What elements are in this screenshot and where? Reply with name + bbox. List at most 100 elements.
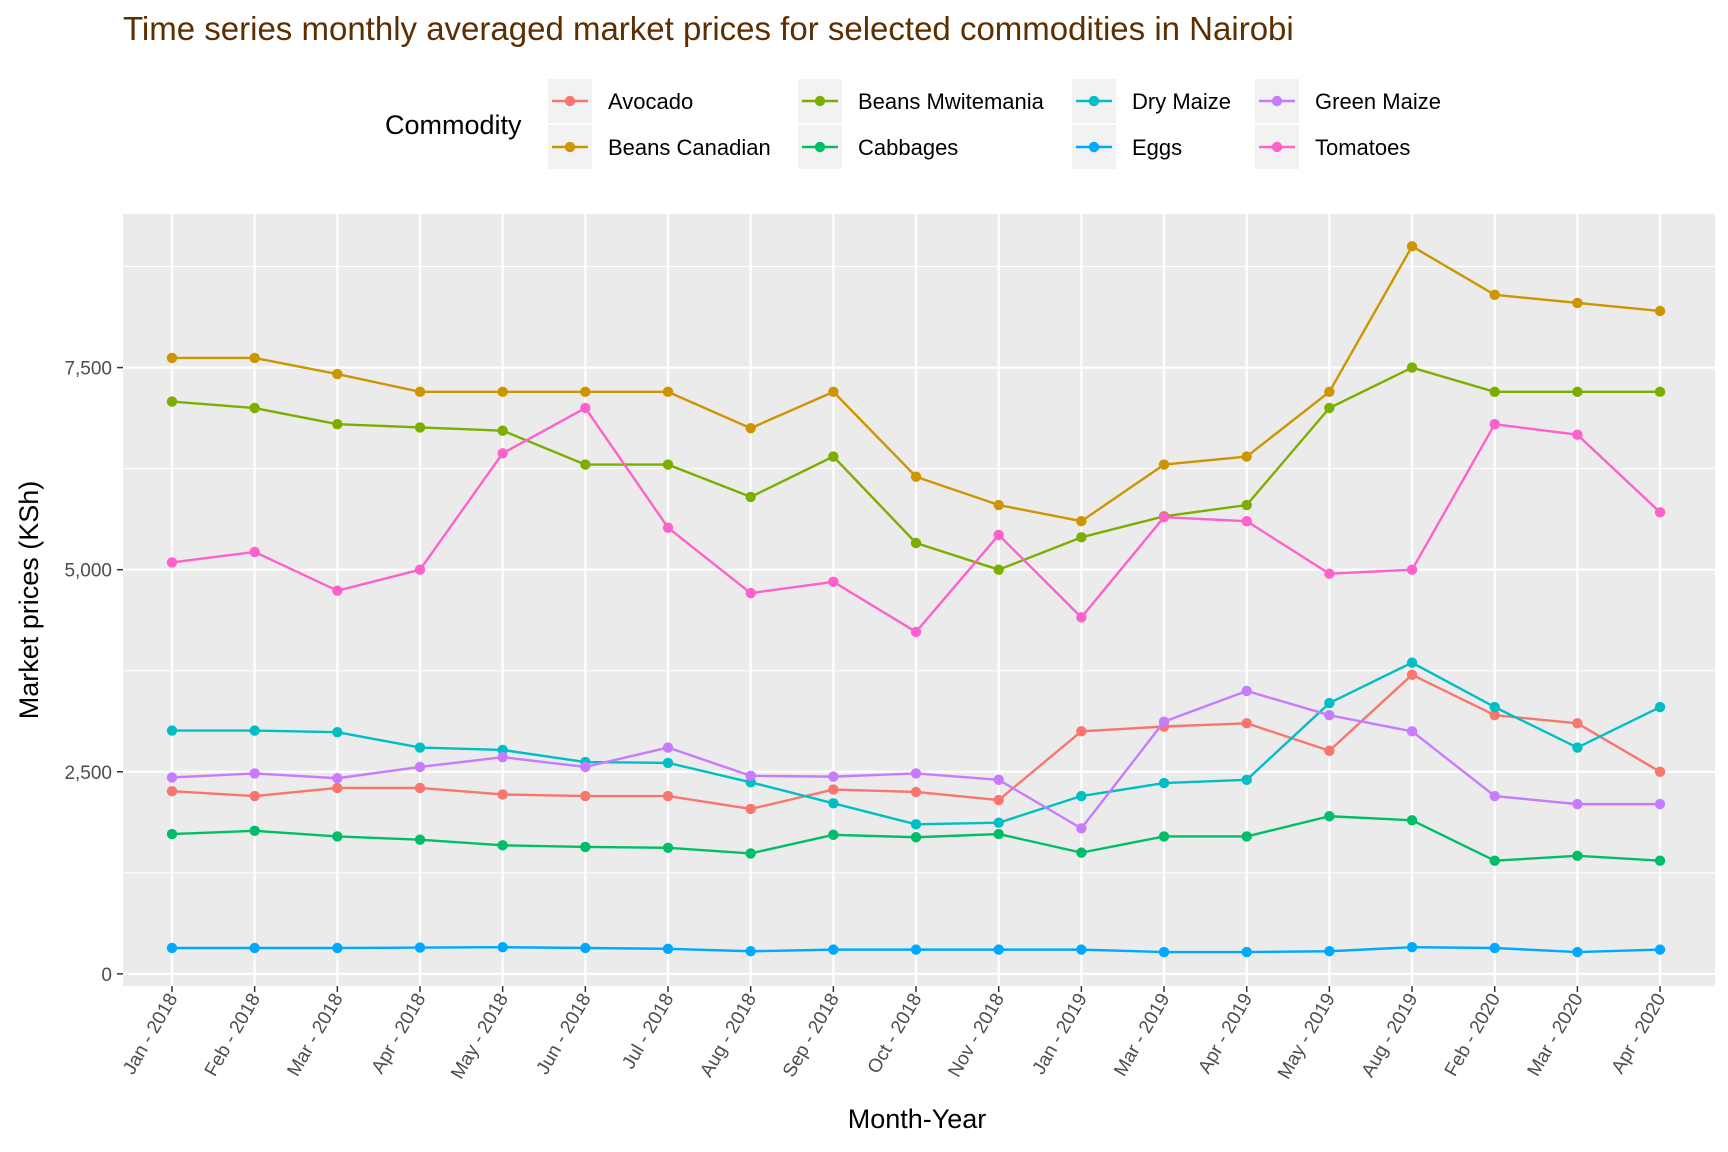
x-tick-label: Mar - 2020 bbox=[1524, 990, 1588, 1080]
data-point bbox=[1241, 831, 1252, 842]
data-point bbox=[662, 842, 674, 853]
data-point bbox=[1654, 855, 1666, 866]
data-point bbox=[1324, 745, 1335, 756]
data-point bbox=[1241, 946, 1252, 958]
data-point bbox=[1076, 726, 1087, 737]
data-point bbox=[1324, 568, 1335, 579]
data-point bbox=[993, 529, 1004, 541]
data-point bbox=[745, 587, 756, 599]
data-point bbox=[1406, 564, 1418, 575]
data-point bbox=[166, 352, 178, 364]
data-point bbox=[1654, 798, 1666, 810]
x-tick-label: Apr - 2018 bbox=[368, 990, 431, 1077]
data-point bbox=[332, 782, 343, 794]
data-point bbox=[828, 784, 839, 795]
data-point bbox=[414, 422, 426, 433]
data-point bbox=[745, 848, 756, 859]
x-tick-label: Sep - 2018 bbox=[779, 990, 844, 1081]
x-tick-label: Feb - 2020 bbox=[1441, 990, 1505, 1080]
data-point bbox=[1241, 774, 1252, 786]
legend-label: Beans Canadian bbox=[608, 135, 771, 160]
data-point bbox=[662, 742, 674, 753]
data-point bbox=[993, 828, 1004, 840]
data-point bbox=[828, 451, 839, 462]
data-point bbox=[828, 576, 839, 588]
data-point bbox=[1076, 790, 1087, 802]
data-point bbox=[828, 944, 839, 955]
data-point bbox=[993, 944, 1004, 955]
legend-item: Tomatoes bbox=[1255, 125, 1410, 169]
data-point bbox=[497, 789, 508, 800]
data-point bbox=[1241, 718, 1252, 729]
legend-item: Avocado bbox=[548, 79, 693, 123]
data-point bbox=[1076, 847, 1087, 858]
data-point bbox=[1076, 823, 1087, 834]
data-point bbox=[332, 942, 343, 954]
data-point bbox=[1324, 402, 1335, 414]
data-point bbox=[166, 396, 178, 407]
data-point bbox=[166, 942, 178, 954]
plot-panel bbox=[123, 214, 1715, 986]
data-point bbox=[1654, 766, 1666, 777]
data-point bbox=[1406, 941, 1418, 953]
x-tick-label: Aug - 2019 bbox=[1358, 990, 1423, 1081]
data-point bbox=[1241, 685, 1252, 697]
grid-lines bbox=[123, 214, 1715, 986]
y-tick-label: 7,500 bbox=[64, 359, 112, 380]
data-point bbox=[1076, 532, 1087, 543]
data-point bbox=[249, 942, 260, 954]
legend-key-point bbox=[1088, 95, 1100, 107]
data-point bbox=[910, 626, 922, 638]
data-point bbox=[1572, 798, 1583, 810]
x-tick-label: Feb - 2018 bbox=[201, 990, 265, 1080]
data-point bbox=[745, 491, 756, 503]
data-point bbox=[1324, 709, 1335, 721]
data-point bbox=[1489, 701, 1500, 713]
legend-item: Beans Mwitemania bbox=[798, 79, 1045, 123]
data-point bbox=[662, 459, 674, 470]
data-point bbox=[993, 794, 1004, 806]
series-dry-maize bbox=[166, 657, 1666, 830]
data-point bbox=[828, 386, 839, 398]
data-point bbox=[1158, 716, 1170, 727]
data-point bbox=[249, 546, 260, 558]
data-point bbox=[414, 386, 426, 398]
data-point bbox=[1158, 831, 1170, 842]
chart-title: Time series monthly averaged market pric… bbox=[123, 10, 1294, 47]
data-point bbox=[414, 564, 426, 575]
legend-label: Green Maize bbox=[1315, 89, 1441, 114]
data-point bbox=[497, 386, 508, 398]
data-point bbox=[249, 402, 260, 414]
data-point bbox=[497, 448, 508, 459]
data-point bbox=[497, 840, 508, 851]
data-point bbox=[332, 726, 343, 738]
data-point bbox=[414, 782, 426, 794]
data-point bbox=[1324, 386, 1335, 398]
data-point bbox=[1241, 499, 1252, 511]
data-point bbox=[414, 942, 426, 953]
data-point bbox=[993, 564, 1004, 575]
legend-label: Dry Maize bbox=[1132, 89, 1231, 114]
data-point bbox=[745, 770, 756, 782]
y-tick-label: 2,500 bbox=[64, 763, 112, 784]
data-point bbox=[1489, 418, 1500, 430]
data-point bbox=[828, 798, 839, 809]
legend-key-point bbox=[564, 95, 576, 107]
x-tick-label: Jun - 2018 bbox=[533, 990, 596, 1078]
data-point bbox=[166, 785, 178, 797]
data-point bbox=[332, 585, 343, 596]
data-point bbox=[332, 773, 343, 784]
series-green-maize bbox=[166, 685, 1666, 834]
x-tick-label: Jul - 2018 bbox=[618, 990, 678, 1073]
data-point bbox=[249, 825, 260, 836]
data-point bbox=[910, 819, 922, 830]
series-beans-mwitemania bbox=[166, 362, 1666, 575]
data-point bbox=[166, 557, 178, 568]
data-point bbox=[1489, 790, 1500, 802]
series-cabbages bbox=[166, 811, 1666, 866]
data-point bbox=[1158, 777, 1170, 789]
legend-key-point bbox=[814, 95, 826, 107]
legend-item: Beans Canadian bbox=[548, 125, 771, 169]
